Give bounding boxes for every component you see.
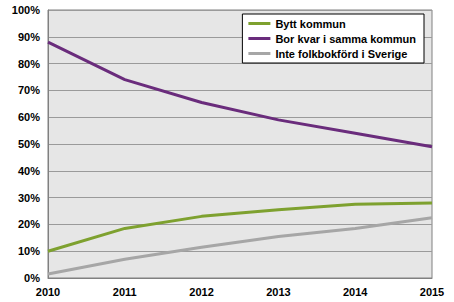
svg-text:100%: 100% [12,4,40,16]
svg-text:2015: 2015 [420,286,444,298]
svg-text:90%: 90% [18,31,40,43]
svg-text:Bytt kommun: Bytt kommun [275,18,346,30]
svg-text:60%: 60% [18,111,40,123]
svg-text:2013: 2013 [266,286,290,298]
svg-text:2011: 2011 [113,286,137,298]
svg-text:80%: 80% [18,58,40,70]
svg-text:2014: 2014 [343,286,368,298]
svg-text:Inte folkbokförd i Sverige: Inte folkbokförd i Sverige [275,48,407,60]
svg-text:10%: 10% [18,245,40,257]
svg-text:Bor kvar i samma kommun: Bor kvar i samma kommun [275,33,416,45]
svg-text:20%: 20% [18,218,40,230]
svg-text:50%: 50% [18,138,40,150]
svg-text:70%: 70% [18,84,40,96]
svg-text:2010: 2010 [36,286,60,298]
svg-text:40%: 40% [18,165,40,177]
svg-text:0%: 0% [24,272,40,284]
svg-text:2012: 2012 [189,286,213,298]
svg-text:30%: 30% [18,192,40,204]
